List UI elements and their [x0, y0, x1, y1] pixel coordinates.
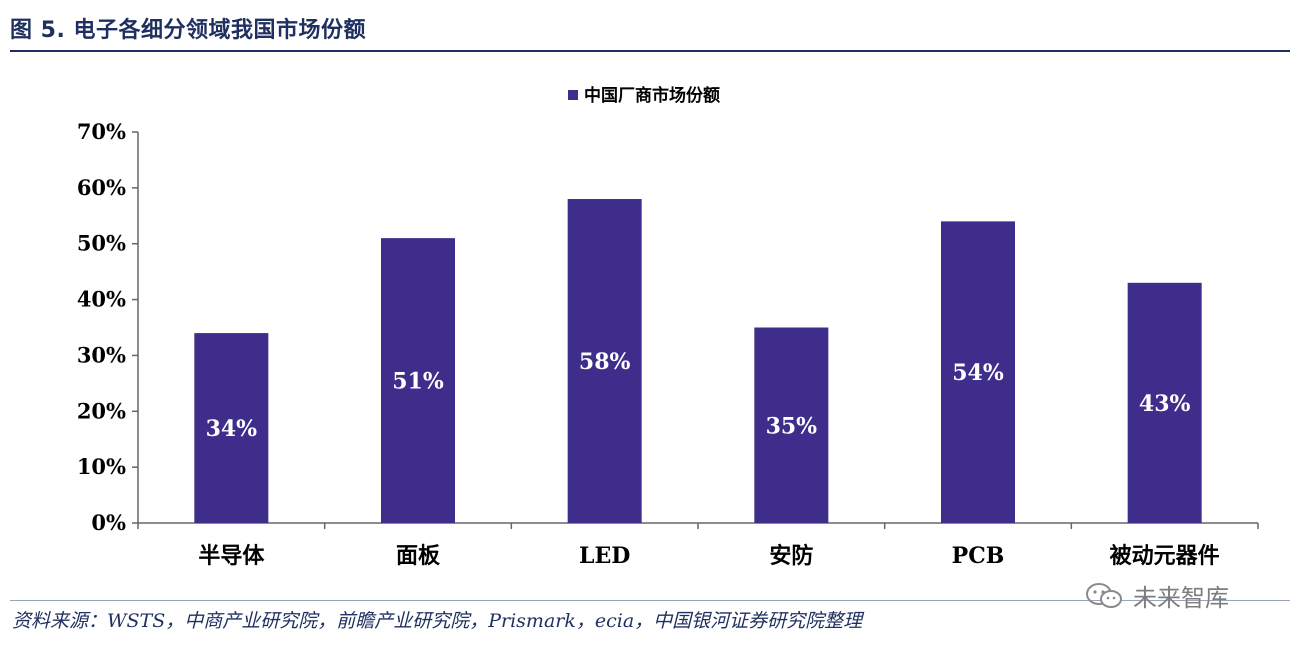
- bar: [567, 199, 642, 523]
- y-tick-label: 70%: [77, 119, 126, 144]
- y-tick-label: 30%: [77, 342, 126, 367]
- data-label: 35%: [766, 413, 818, 439]
- x-tick-label: PCB: [952, 543, 1005, 569]
- x-tick-label: 安防: [769, 543, 813, 569]
- x-tick-label: LED: [579, 543, 630, 569]
- y-tick-label: 0%: [91, 510, 126, 535]
- bar: [194, 333, 269, 523]
- bar: [1127, 282, 1202, 523]
- x-tick-label: 半导体: [198, 543, 265, 569]
- data-label: 58%: [579, 349, 631, 375]
- y-tick-label: 50%: [77, 231, 126, 256]
- y-tick-label: 10%: [77, 454, 126, 479]
- x-tick-label: 被动元器件: [1110, 543, 1220, 569]
- bar: [381, 238, 455, 523]
- legend-label: 中国厂商市场份额: [584, 85, 720, 106]
- y-tick-label: 20%: [77, 398, 126, 423]
- source-note: 资料来源：WSTS，中商产业研究院，前瞻产业研究院，Prismark，ecia，…: [12, 610, 863, 632]
- legend-swatch: [568, 90, 578, 100]
- source-divider: [10, 600, 1290, 601]
- bar: [754, 327, 829, 523]
- watermark: 未来智库: [1085, 578, 1229, 613]
- watermark-text: 未来智库: [1133, 584, 1229, 612]
- y-tick-label: 60%: [77, 175, 126, 200]
- bar: [941, 221, 1015, 523]
- title-divider: [10, 50, 1290, 52]
- data-label: 51%: [392, 369, 444, 395]
- figure-title: 图 5. 电子各细分领域我国市场份额: [10, 18, 366, 43]
- data-label: 54%: [952, 360, 1004, 386]
- bar-chart: 中国厂商市场份额 0% 10% 20% 30% 40% 50% 60% 70% 34% 半导体 51%…: [77, 85, 1259, 569]
- wechat-icon: [1085, 582, 1125, 610]
- data-label: 43%: [1139, 391, 1191, 417]
- x-tick-label: 面板: [396, 543, 441, 569]
- data-label: 34%: [206, 416, 258, 442]
- y-tick-label: 40%: [77, 287, 126, 312]
